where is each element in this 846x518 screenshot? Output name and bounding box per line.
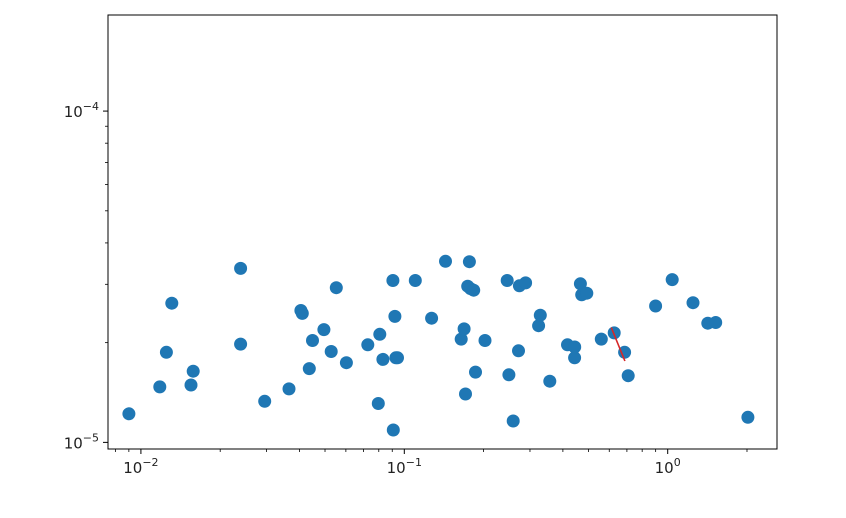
data-point <box>324 345 338 358</box>
data-point <box>512 344 525 358</box>
data-point <box>439 254 452 268</box>
data-point <box>282 382 296 396</box>
y-tick-label: 10−4 <box>64 100 99 121</box>
data-point <box>371 397 385 410</box>
data-point <box>533 308 547 322</box>
data-point <box>258 394 272 408</box>
data-point <box>594 332 608 346</box>
data-point <box>388 309 402 323</box>
data-points <box>122 254 755 437</box>
data-line <box>610 327 626 362</box>
data-point <box>568 351 582 365</box>
data-point <box>329 281 343 295</box>
plot-area <box>107 14 778 450</box>
data-point <box>462 255 476 269</box>
data-point <box>459 387 472 401</box>
data-point <box>425 311 439 325</box>
data-point <box>621 369 635 383</box>
plot-frame <box>107 14 778 450</box>
data-point <box>184 378 198 392</box>
data-point <box>408 274 422 287</box>
data-point <box>469 365 482 379</box>
data-point <box>568 340 582 354</box>
data-point <box>317 323 331 337</box>
data-point <box>153 380 167 394</box>
x-tick-label: 10−1 <box>387 456 422 477</box>
data-point <box>159 345 173 359</box>
data-point <box>373 327 387 341</box>
data-point <box>467 283 481 297</box>
data-point <box>386 274 400 287</box>
data-point <box>573 277 587 291</box>
data-point <box>122 407 136 421</box>
data-point <box>165 296 179 310</box>
data-point <box>741 410 755 424</box>
data-point <box>502 368 516 382</box>
data-point <box>686 296 700 310</box>
data-point <box>580 286 594 300</box>
data-point <box>234 261 248 275</box>
data-point <box>295 306 309 320</box>
data-point <box>532 319 546 333</box>
x-tick-label: 100 <box>655 456 681 477</box>
data-point <box>709 316 723 329</box>
data-point <box>391 351 404 365</box>
y-tick-label: 10−5 <box>64 431 99 452</box>
data-point <box>234 337 248 351</box>
data-point <box>649 299 663 313</box>
data-point <box>454 332 468 346</box>
x-axis: 10−2 10−1 100 <box>114 449 748 477</box>
data-point <box>543 374 557 388</box>
data-point <box>186 364 200 378</box>
data-point <box>618 345 632 359</box>
data-point <box>478 334 492 347</box>
data-point <box>500 274 514 287</box>
data-point <box>506 414 520 428</box>
data-point <box>519 276 533 290</box>
data-point <box>376 352 390 366</box>
y-axis: 10−5 10−4 <box>64 100 108 452</box>
data-point <box>361 338 375 352</box>
series-line <box>610 327 626 362</box>
data-point <box>306 334 319 347</box>
x-tick-label: 10−2 <box>123 456 158 477</box>
data-point <box>339 356 353 370</box>
data-point <box>386 423 400 437</box>
data-point <box>457 322 471 336</box>
data-point <box>302 362 316 376</box>
data-point <box>665 273 679 287</box>
